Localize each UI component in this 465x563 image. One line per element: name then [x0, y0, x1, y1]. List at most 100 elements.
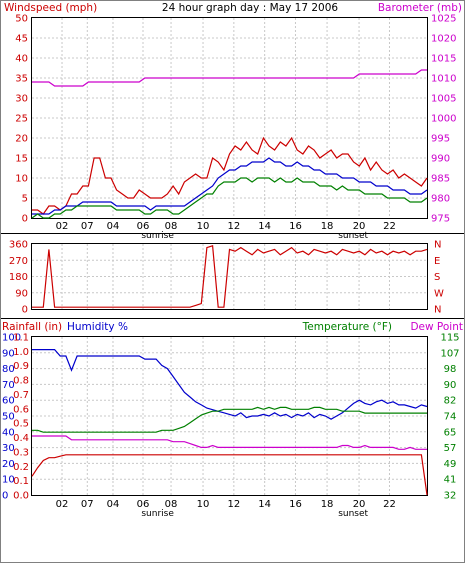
wind-direction-plot-area [31, 243, 428, 310]
barometer-y-tick-6: 1005 [431, 94, 456, 105]
barometer-y-tick-0: 975 [431, 214, 450, 225]
panel3-x-tick-16: 16 [289, 499, 302, 510]
panel1-x-tick-10: 10 [197, 221, 210, 232]
panel1-x-tick-18: 18 [321, 221, 334, 232]
temperature-y-tick-3: 57 [444, 443, 457, 454]
panel3-x-tick-12: 12 [227, 499, 240, 510]
panel1-x-tick-02: 02 [56, 221, 69, 232]
direction-y-tick-1: 90 [15, 288, 28, 299]
compass-y-tick-1: W [434, 288, 444, 299]
panel1-x-tick-12: 12 [227, 221, 240, 232]
compass-y-tick-0: N [434, 305, 441, 316]
barometer-y-tick-10: 1025 [431, 14, 456, 25]
humidity-y-tick-1: 10 [2, 475, 15, 486]
rainfall-y-tick-0: 0.0 [13, 491, 29, 502]
humidity-axis-label: Humidity % [67, 321, 128, 333]
panel1-x-tick-14: 14 [258, 221, 271, 232]
rainfall-y-tick-5: 0.5 [13, 419, 29, 430]
windspeed-axis-label: Windspeed (mph) [4, 2, 97, 14]
panel3-sunset-label: sunset [338, 509, 368, 519]
compass-y-tick-2: S [434, 272, 440, 283]
temperature-y-tick-6: 82 [444, 396, 457, 407]
windspeed-y-tick-1: 5 [22, 194, 28, 205]
rainfall-y-tick-2: 0.2 [13, 462, 29, 473]
humidity-y-tick-0: 0 [2, 491, 8, 502]
rainfall-y-tick-1: 0.1 [13, 476, 29, 487]
windspeed-y-tick-0: 0 [22, 214, 28, 225]
compass-y-tick-3: E [434, 256, 440, 267]
panel3-x-tick-10: 10 [197, 499, 210, 510]
wind-speed-line [31, 177, 428, 219]
humidity-y-tick-4: 40 [2, 427, 15, 438]
panel3-x-tick-02: 02 [56, 499, 69, 510]
panel1-x-tick-07: 07 [81, 221, 94, 232]
humidity-y-tick-9: 90 [2, 348, 15, 359]
panel3-x-tick-22: 22 [383, 499, 396, 510]
gridlines [32, 18, 427, 495]
panel3-x-tick-14: 14 [258, 499, 271, 510]
panel1-x-tick-04: 04 [107, 221, 120, 232]
windspeed-y-tick-9: 45 [15, 34, 28, 45]
humidity-y-tick-3: 30 [2, 443, 15, 454]
barometer-y-tick-3: 990 [431, 154, 450, 165]
panel1-x-tick-22: 22 [383, 221, 396, 232]
barometer-y-tick-4: 995 [431, 134, 450, 145]
humidity-y-tick-8: 80 [2, 364, 15, 375]
temperature-y-tick-4: 65 [444, 427, 457, 438]
temperature-y-tick-0: 32 [444, 491, 457, 502]
rainfall-line [31, 454, 428, 496]
humidity-y-tick-7: 70 [2, 380, 15, 391]
windspeed-y-tick-5: 25 [15, 114, 28, 125]
rainfall-axis-label: Rainfall (in) [2, 321, 62, 333]
rainfall-y-tick-8: 0.8 [13, 376, 29, 387]
data-series [31, 69, 428, 496]
panel1-x-tick-20: 20 [353, 221, 366, 232]
barometer-y-tick-9: 1020 [431, 34, 456, 45]
temperature-y-tick-8: 98 [444, 364, 457, 375]
windspeed-y-tick-7: 35 [15, 74, 28, 85]
rainfall-y-tick-11: 1.1 [13, 333, 29, 344]
rainfall-y-tick-3: 0.3 [13, 447, 29, 458]
wind-average-line [32, 157, 428, 215]
temperature-y-tick-5: 74 [444, 412, 457, 423]
windspeed-y-tick-6: 30 [15, 94, 28, 105]
rainfall-y-tick-6: 0.6 [13, 404, 29, 415]
wind-gust-line [32, 136, 428, 215]
temperature-y-tick-1: 41 [444, 475, 457, 486]
panel3-x-tick-08: 08 [165, 499, 178, 510]
panel3-sunrise-label: sunrise [141, 509, 174, 519]
rainfall-y-tick-10: 1.0 [13, 347, 29, 358]
barometer-y-tick-5: 1000 [431, 114, 456, 125]
panel3-x-tick-20: 20 [353, 499, 366, 510]
rainfall-y-tick-4: 0.4 [13, 433, 29, 444]
compass-y-tick-4: N [434, 240, 441, 251]
windspeed-y-tick-3: 15 [15, 154, 28, 165]
panel1-x-tick-16: 16 [289, 221, 302, 232]
humidity-y-tick-6: 60 [2, 396, 15, 407]
temperature-y-tick-10: 115 [440, 333, 459, 344]
barometer-y-tick-7: 1010 [431, 74, 456, 85]
panel3-x-tick-04: 04 [107, 499, 120, 510]
rainfall-y-tick-9: 0.9 [13, 361, 29, 372]
barometer-y-tick-1: 980 [431, 194, 450, 205]
windspeed-y-tick-4: 20 [15, 134, 28, 145]
barometer-axis-label: Barometer (mb) [378, 2, 462, 14]
rainfall-y-tick-7: 0.7 [13, 390, 29, 401]
humidity-y-tick-5: 50 [2, 412, 15, 423]
rain-humidity-temp-plot-area [31, 336, 428, 496]
temperature-y-tick-7: 90 [444, 380, 457, 391]
wind-direction-line [32, 245, 428, 308]
direction-y-tick-3: 270 [9, 256, 28, 267]
temperature-y-tick-9: 107 [440, 348, 459, 359]
barometer-y-tick-2: 985 [431, 174, 450, 185]
chart-title: 24 hour graph day : May 17 2006 [162, 2, 338, 14]
barometer-y-tick-8: 1015 [431, 54, 456, 65]
wind-baro-plot-area [31, 17, 428, 219]
direction-y-tick-2: 180 [9, 272, 28, 283]
direction-y-tick-4: 360 [9, 240, 28, 251]
temperature-y-tick-2: 49 [444, 459, 457, 470]
axis-tick-labels: 0510152025303540455097598098599099510001… [2, 14, 460, 520]
